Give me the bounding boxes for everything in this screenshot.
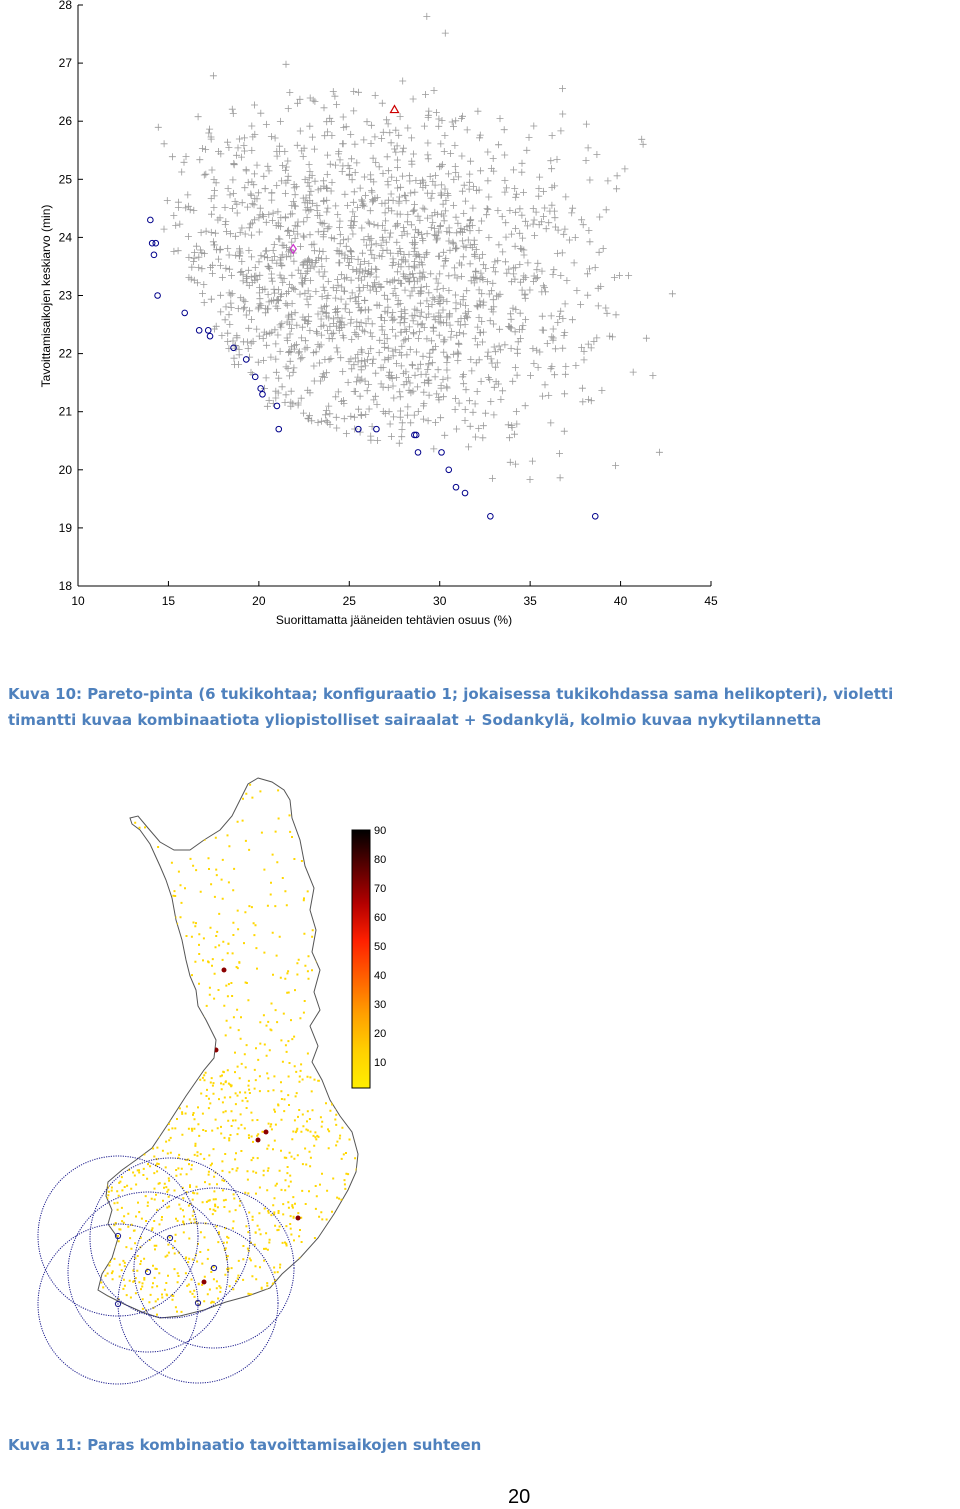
hotspot-dot — [221, 967, 227, 973]
base-location-marker — [194, 1299, 202, 1307]
pareto-point — [414, 449, 422, 456]
pareto-point — [206, 332, 214, 340]
colorbar-tick-label: 70 — [374, 883, 386, 895]
plus-markers-layer — [154, 12, 676, 483]
pareto-point — [461, 489, 469, 497]
colorbar-ticks: 90 80 70 60 50 40 30 20 10 — [374, 825, 386, 1069]
y-tick-label: 21 — [59, 405, 73, 419]
pareto-point — [487, 512, 494, 520]
pareto-points-layer — [147, 104, 599, 520]
x-tick-label: 25 — [343, 594, 357, 608]
colorbar-tick-label: 80 — [374, 854, 386, 866]
colorbar-tick-label: 60 — [374, 912, 386, 924]
colorbar-gradient — [351, 829, 371, 1089]
y-tick-label: 24 — [59, 230, 73, 244]
base-location-marker — [114, 1300, 122, 1308]
pareto-scatter-plot: 10 15 20 25 30 35 40 45 1819202122232425262728 … — [39, 0, 718, 627]
pareto-point — [412, 431, 420, 439]
coverage-circle — [67, 1191, 229, 1353]
pareto-point — [251, 373, 259, 381]
pareto-point — [152, 239, 160, 247]
colorbar-tick-label: 20 — [374, 1028, 386, 1040]
pareto-point — [438, 449, 445, 456]
y-axis-label: Tavoittamisaikojen keskiarvo (min) — [39, 205, 53, 388]
base-location-marker — [114, 1232, 122, 1240]
pareto-point — [154, 292, 161, 299]
y-tick-label: 19 — [59, 521, 73, 535]
pareto-point — [148, 239, 156, 247]
pareto-point — [181, 309, 189, 317]
pareto-point — [257, 385, 264, 392]
y-tick-label: 27 — [59, 56, 73, 70]
hotspot-dot — [263, 1129, 269, 1135]
pareto-point — [275, 425, 283, 433]
page-number: 20 — [508, 1486, 531, 1508]
pareto-point — [150, 251, 158, 259]
y-tick-label: 26 — [59, 114, 73, 128]
base-location-marker — [166, 1234, 174, 1242]
x-tick-label: 35 — [523, 594, 537, 608]
pareto-point — [242, 356, 250, 363]
colorbar-tick-label: 40 — [374, 970, 386, 982]
pareto-point — [452, 483, 460, 491]
colorbar: 90 80 70 60 50 40 30 20 10 — [351, 825, 386, 1089]
pareto-point — [259, 390, 266, 398]
demand-dots — [100, 783, 358, 1318]
x-tick-label: 45 — [704, 594, 718, 608]
pareto-point — [273, 402, 281, 410]
dominated-solutions-plus-markers — [154, 12, 676, 483]
colorbar-tick-label: 50 — [374, 941, 386, 953]
y-tick-label: 22 — [59, 347, 73, 361]
hotspot-dot — [295, 1215, 301, 1221]
pareto-point — [195, 327, 203, 334]
pareto-point — [230, 344, 237, 352]
pareto-point — [591, 512, 599, 520]
x-tick-label: 10 — [71, 594, 85, 608]
university-hospitals-diamond — [289, 243, 297, 255]
coverage-circles-layer — [37, 1155, 295, 1385]
current-situation-triangle — [389, 104, 400, 114]
colorbar-tick-label: 90 — [374, 825, 386, 837]
base-location-marker — [144, 1268, 152, 1276]
y-tick-label: 25 — [59, 172, 73, 186]
x-ticks: 10 15 20 25 30 35 40 45 — [71, 581, 718, 608]
x-axis-label: Suorittamatta jääneiden tehtävien osuus … — [276, 613, 512, 627]
x-tick-label: 15 — [162, 594, 176, 608]
pareto-point — [147, 216, 154, 224]
y-tick-label: 28 — [59, 0, 73, 12]
hotspot-dot — [255, 1137, 261, 1143]
y-tick-label: 18 — [59, 579, 73, 593]
x-tick-label: 20 — [252, 594, 266, 608]
finland-map-figure: 90 80 70 60 50 40 30 20 10 — [37, 777, 386, 1385]
coverage-circle — [37, 1155, 199, 1317]
pareto-point — [411, 431, 418, 439]
figure-11-caption: Kuva 11: Paras kombinaatio tavoittamisai… — [8, 1436, 482, 1454]
y-ticks: 18 19 20 21 22 23 24 25 26 27 28 — [59, 0, 83, 593]
pareto-point — [355, 425, 362, 433]
y-tick-label: 23 — [59, 289, 73, 303]
coverage-circle — [117, 1222, 279, 1384]
pareto-point — [373, 425, 380, 433]
figure-10-caption: Kuva 10: Pareto-pinta (6 tukikohtaa; kon… — [8, 685, 894, 729]
pareto-point — [445, 466, 453, 474]
colorbar-tick-label: 10 — [374, 1057, 386, 1069]
base-location-marker — [210, 1264, 218, 1272]
coverage-circle — [89, 1157, 251, 1319]
x-tick-label: 40 — [614, 594, 628, 608]
hotspot-dot — [201, 1279, 207, 1285]
coverage-circle — [133, 1187, 295, 1349]
y-tick-label: 20 — [59, 463, 73, 477]
x-tick-label: 30 — [433, 594, 447, 608]
hotspot-dot — [119, 1147, 125, 1153]
pareto-point — [204, 327, 212, 334]
colorbar-tick-label: 30 — [374, 999, 386, 1011]
coverage-circle — [37, 1223, 199, 1385]
